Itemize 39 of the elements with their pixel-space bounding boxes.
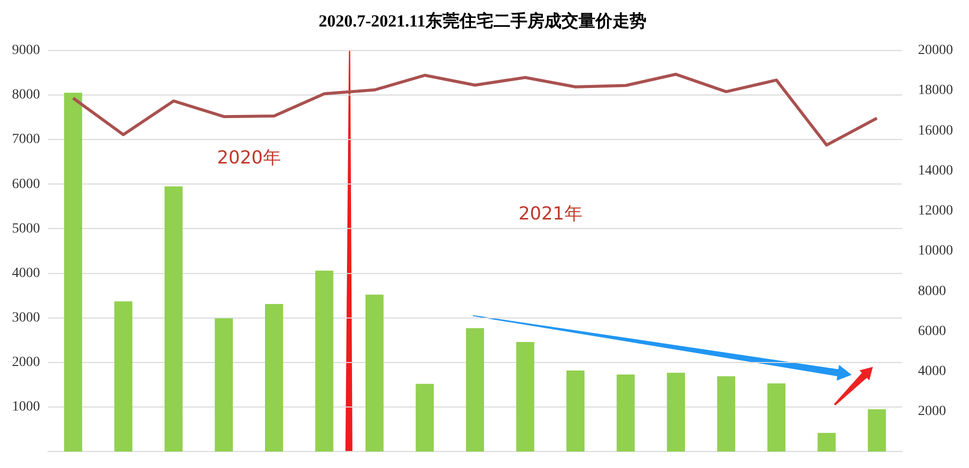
y2-tick-label: 20000 xyxy=(918,43,953,58)
y2-tick-label: 14000 xyxy=(918,163,953,178)
y2-tick-label: 18000 xyxy=(918,83,953,98)
bar xyxy=(416,384,434,452)
y2-tick-label: 16000 xyxy=(918,123,953,138)
y-tick-label: 7000 xyxy=(12,132,40,148)
bar xyxy=(365,294,384,452)
y-tick-label: 9000 xyxy=(12,43,40,58)
bar xyxy=(164,186,183,452)
bar xyxy=(214,318,233,452)
y2-tick-label: 6000 xyxy=(918,324,946,339)
bar xyxy=(868,409,886,452)
bar xyxy=(818,432,836,452)
bar xyxy=(666,372,685,452)
bar xyxy=(767,383,786,452)
y2-tick-label: 2000 xyxy=(918,404,946,420)
y-tick-label: 8000 xyxy=(12,88,40,103)
y2-tick-label: 8000 xyxy=(918,284,946,299)
y2-tick-label: 4000 xyxy=(918,364,946,380)
bar xyxy=(566,370,585,452)
bar xyxy=(616,374,635,452)
y2-tick-label: 12000 xyxy=(918,204,953,219)
bar xyxy=(466,328,484,452)
bar xyxy=(265,304,284,452)
annotation: 2021年 xyxy=(518,204,582,225)
y2-tick-label: 10000 xyxy=(918,244,953,259)
bar xyxy=(717,376,736,452)
bar xyxy=(64,92,82,452)
y-tick-label: 2000 xyxy=(12,355,40,370)
bar xyxy=(516,342,534,452)
y-tick-label: 4000 xyxy=(12,266,40,281)
y-tick-label: 1000 xyxy=(12,400,40,415)
chart-title: 2020.7-2021.11东莞住宅二手房成交量价走势 xyxy=(318,12,646,31)
bar xyxy=(114,301,132,452)
y-tick-label: 6000 xyxy=(12,176,40,192)
y-tick-label: 3000 xyxy=(12,310,40,326)
y-tick-label: 5000 xyxy=(12,221,40,236)
bar xyxy=(315,270,334,452)
annotation: 2020年 xyxy=(217,147,281,168)
